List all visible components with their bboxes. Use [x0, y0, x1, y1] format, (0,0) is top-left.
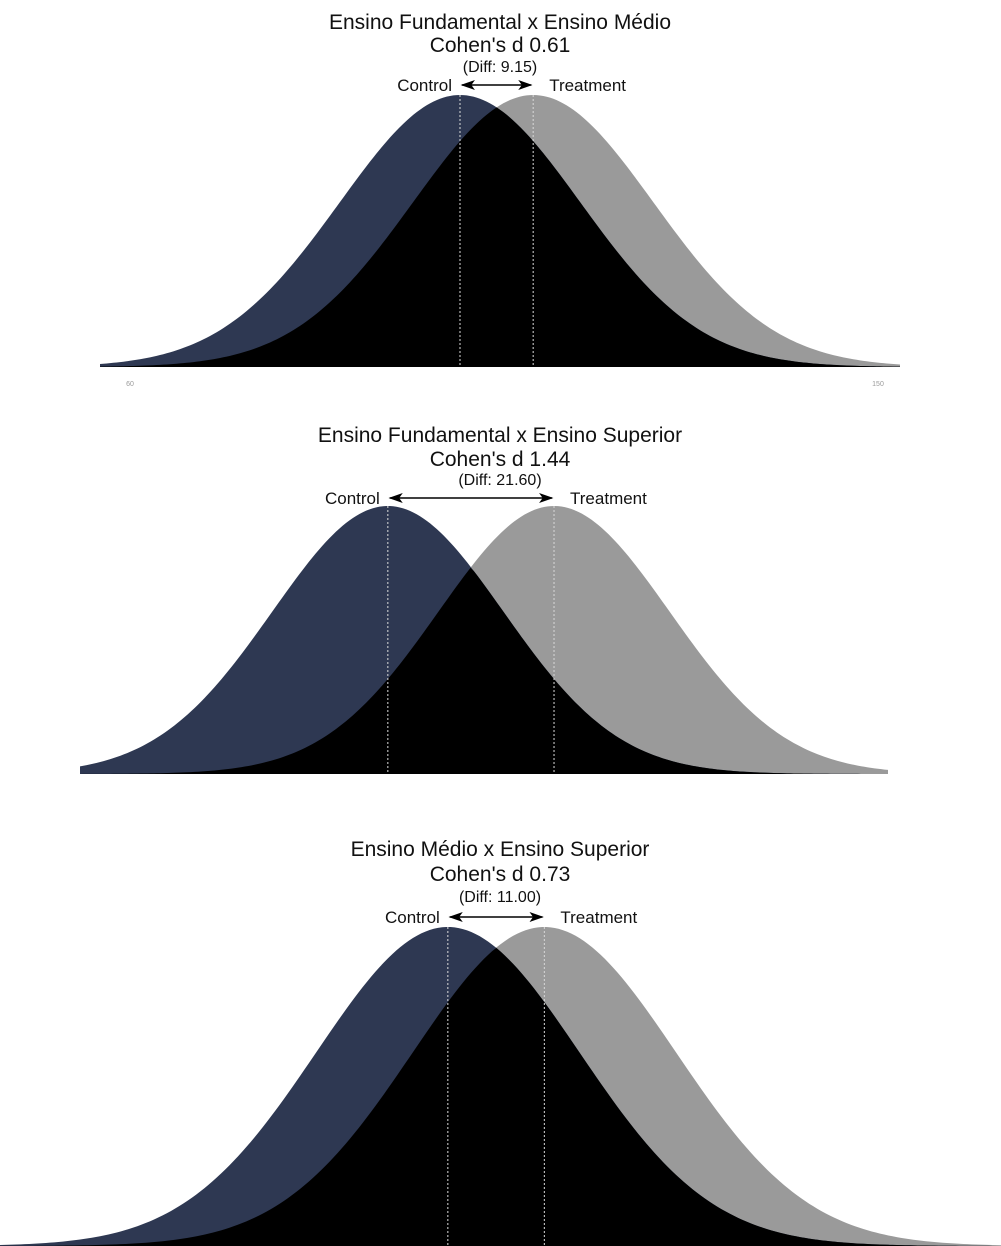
- diff-label: (Diff: 21.60): [458, 472, 541, 489]
- x-tick-label: 150: [872, 381, 884, 388]
- overlap-region: [100, 107, 900, 367]
- x-tick-label: 60: [126, 381, 134, 388]
- diff-label: (Diff: 11.00): [459, 889, 541, 906]
- legend-control: Control: [325, 489, 380, 508]
- effect-size-chart-2: Ensino Fundamental x Ensino SuperiorCohe…: [80, 424, 888, 774]
- chart-panel-2: Ensino Fundamental x Ensino Superior Cohe…: [0, 414, 1001, 794]
- cohens-d-label: Cohen's d 0.73: [430, 863, 571, 886]
- chart-panel-1: Ensino Fundamental x Ensino Médio Cohen's…: [0, 0, 1001, 400]
- diff-label: (Diff: 9.15): [463, 59, 537, 76]
- cohens-d-label: Cohen's d 0.61: [430, 34, 571, 57]
- legend-control: Control: [397, 76, 452, 95]
- overlap-region: [80, 567, 888, 774]
- legend-treatment: Treatment: [549, 76, 626, 95]
- legend-treatment: Treatment: [560, 908, 637, 927]
- chart-title: Ensino Fundamental x Ensino Superior: [318, 424, 682, 447]
- chart-panel-3: Ensino Médio x Ensino Superior Cohen's d …: [0, 830, 1001, 1246]
- cohens-d-label: Cohen's d 1.44: [430, 448, 571, 471]
- legend-control: Control: [385, 908, 440, 927]
- effect-size-chart-1: Ensino Fundamental x Ensino MédioCohen's…: [100, 11, 900, 388]
- chart-title: Ensino Médio x Ensino Superior: [351, 838, 650, 861]
- overlap-region: [0, 947, 1001, 1246]
- legend-treatment: Treatment: [570, 489, 647, 508]
- chart-title: Ensino Fundamental x Ensino Médio: [329, 11, 671, 34]
